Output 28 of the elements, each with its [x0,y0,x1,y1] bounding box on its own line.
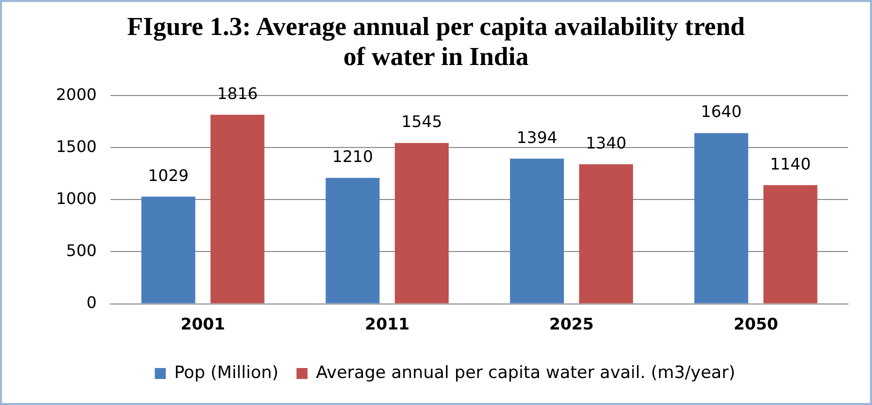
data-label: 1210 [332,146,373,166]
legend-label: Pop (Million) [174,362,279,383]
data-label: 1394 [516,128,558,147]
y-tick-label: 0 [86,292,97,312]
data-label: 1816 [217,84,258,103]
x-tick-label: 2025 [549,314,594,334]
bar [763,185,818,304]
bar [210,114,264,304]
y-tick-label: 2000 [56,84,97,104]
data-label: 1029 [148,166,189,185]
data-label: 1140 [770,154,811,174]
y-tick-label: 1000 [56,188,97,208]
y-tick-label: 500 [66,240,97,260]
legend-label: Average annual per capita water avail. (m3/year) [316,362,736,383]
bar [694,133,748,304]
x-tick-label: 2001 [180,314,226,334]
bar [510,158,564,304]
bar [394,142,449,304]
x-tick-label: 2011 [364,314,410,334]
y-tick-label: 1500 [56,136,97,156]
bar [579,164,634,304]
bar [141,196,196,304]
bar [326,178,380,304]
data-label: 1340 [586,133,626,152]
x-tick-label: 2050 [734,314,778,334]
data-label: 1545 [401,112,442,132]
data-label: 1640 [700,102,742,122]
chart-title: FIgure 1.3: Average annual per capita availability trend of water in India [126,12,746,72]
